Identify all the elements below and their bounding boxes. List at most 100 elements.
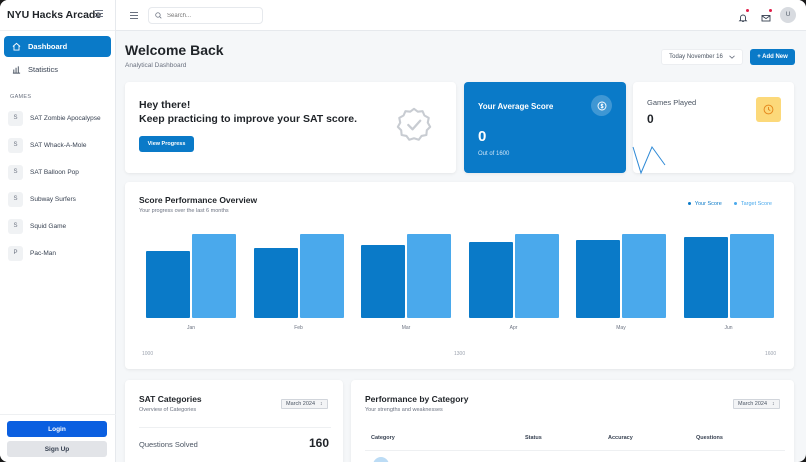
game-label: SAT Whack-A-Mole (30, 141, 87, 149)
welcome-line-1: Hey there! (139, 99, 191, 111)
questions-solved-label: Questions Solved (139, 440, 198, 449)
sat-categories-title: SAT Categories (139, 394, 202, 404)
home-icon (12, 42, 21, 51)
bar-group (576, 226, 666, 318)
game-item[interactable]: S Subway Surfers (8, 191, 76, 207)
month-label: Feb (294, 325, 303, 331)
column-header-accuracy[interactable]: Accuracy (608, 435, 633, 441)
notifications-button[interactable] (738, 9, 749, 23)
sidebar-item-label: Dashboard (28, 42, 68, 51)
divider (365, 450, 785, 451)
game-initial-badge: S (8, 191, 23, 207)
bar-target-score[interactable] (622, 234, 666, 318)
bell-icon (738, 14, 748, 23)
game-initial-badge: S (8, 110, 23, 126)
game-item[interactable]: P Pac-Man (8, 245, 56, 261)
search-input[interactable] (167, 12, 257, 19)
chart-title: Score Performance Overview (139, 195, 258, 205)
axis-tick: 1000 (142, 351, 154, 357)
average-score-max: Out of 1600 (478, 151, 510, 157)
category-avatar (373, 457, 389, 462)
month-select-value: March 2024 (286, 401, 316, 407)
welcome-line-2: Keep practicing to improve your SAT scor… (139, 113, 358, 125)
bar-group (361, 226, 451, 318)
month-label: Jan (186, 325, 196, 331)
game-label: Pac-Man (30, 249, 57, 257)
brand: NYU Hacks Arcade (0, 0, 115, 31)
sidebar-item-statistics[interactable]: Statistics (4, 59, 111, 80)
sidebar-menu-icon[interactable] (95, 10, 103, 17)
game-initial-badge: S (8, 164, 23, 180)
clock-icon (756, 97, 781, 122)
bar-your-score[interactable] (146, 250, 190, 318)
legend-target-score: Target Score (733, 201, 772, 207)
game-item[interactable]: S SAT Balloon Pop (8, 164, 79, 180)
sidebar-divider (0, 414, 116, 415)
column-header-questions[interactable]: Questions (696, 435, 723, 441)
perf-category-title: Performance by Category (365, 394, 469, 404)
bar-target-score[interactable] (729, 234, 774, 318)
messages-button[interactable] (761, 9, 772, 22)
month-select[interactable]: March 2024 ↕ (733, 399, 780, 409)
game-item[interactable]: S SAT Whack-A-Mole (8, 137, 86, 153)
view-progress-button[interactable]: View Progress (139, 136, 194, 152)
search-icon (155, 12, 162, 19)
game-initial-badge: S (8, 137, 23, 153)
sidebar-item-dashboard[interactable]: Dashboard (4, 36, 111, 57)
bar-your-score[interactable] (361, 245, 405, 318)
game-label: Subway Surfers (30, 195, 76, 203)
bar-your-score[interactable] (468, 241, 513, 318)
bar-group (253, 226, 344, 318)
topbar: U (116, 0, 806, 31)
chart-subtitle: Your progress over the last 6 months (139, 208, 229, 214)
game-label: SAT Zombie Apocalypse (30, 114, 101, 122)
notification-dot (746, 9, 749, 12)
questions-solved-value: 160 (308, 436, 329, 450)
column-header-category[interactable]: Category (371, 435, 395, 441)
add-new-button[interactable]: + Add New (750, 49, 795, 65)
month-label: Jun (724, 325, 733, 331)
signup-button[interactable]: Sign Up (7, 441, 107, 457)
bar-your-score[interactable] (683, 237, 728, 318)
search-box[interactable] (148, 7, 263, 24)
legend-your-score: Your Score (687, 201, 722, 207)
game-item[interactable]: S SAT Zombie Apocalypse (8, 110, 101, 126)
average-score-title: Your Average Score (478, 102, 554, 111)
message-dot (769, 9, 772, 12)
sparkline (632, 145, 666, 175)
game-item[interactable]: S Squid Game (8, 218, 66, 234)
bar-group (468, 226, 559, 318)
average-score-card: Your Average Score 0 Out of 1600 (464, 82, 626, 173)
month-select[interactable]: March 2024 ↕ (281, 399, 328, 409)
bar-chart-icon (12, 65, 21, 74)
sidebar-item-label: Statistics (28, 65, 59, 74)
chart-legend: Your Score Target Score (687, 201, 772, 207)
game-label: Squid Game (30, 222, 67, 230)
column-header-status[interactable]: Status (525, 435, 542, 441)
select-arrows-icon: ↕ (772, 401, 775, 407)
select-arrows-icon: ↕ (320, 401, 323, 407)
bar-target-score[interactable] (407, 234, 451, 318)
bar-your-score[interactable] (576, 239, 620, 318)
menu-toggle-icon[interactable] (130, 12, 138, 19)
bar-target-score[interactable] (514, 234, 559, 318)
sidebar: NYU Hacks Arcade Dashboard Statistics GA… (0, 0, 116, 462)
bar-target-score[interactable] (192, 234, 236, 318)
page-title: Welcome Back (125, 42, 224, 58)
avatar[interactable]: U (780, 7, 796, 23)
chevron-down-icon (729, 55, 735, 59)
date-label: Today November 16 (669, 54, 723, 60)
performance-by-category-card: Performance by Category Your strengths a… (351, 380, 794, 462)
bar-group (683, 226, 774, 318)
login-button[interactable]: Login (7, 421, 107, 437)
bar-group (146, 226, 236, 318)
dollar-coin-icon (591, 95, 612, 116)
bar-chart (139, 226, 775, 318)
bar-target-score[interactable] (299, 234, 344, 318)
month-label: Mar (401, 325, 411, 331)
month-label: May (616, 325, 626, 331)
divider (139, 427, 331, 428)
bar-your-score[interactable] (253, 248, 298, 318)
date-picker-button[interactable]: Today November 16 (661, 49, 743, 65)
